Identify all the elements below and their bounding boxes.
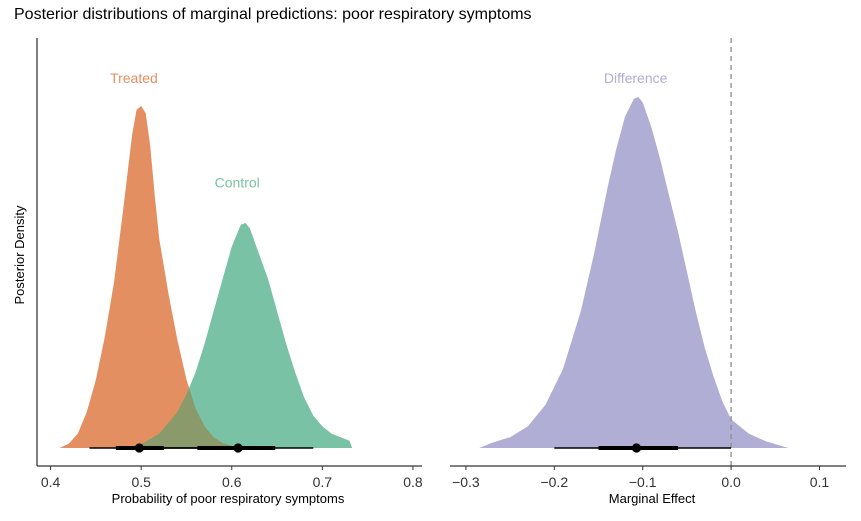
x-tick-label: 0.6: [222, 474, 242, 490]
density-area-difference: [479, 97, 789, 448]
right-panel: Difference −0.3 −0.2 −0.1 0.0 0.1: [450, 38, 846, 490]
x-tick-label: 0.0: [721, 474, 741, 490]
density-area-control: [123, 223, 353, 448]
y-axis-title: Posterior Density: [12, 205, 27, 304]
figure-title: Posterior distributions of marginal pred…: [14, 6, 532, 23]
point-estimate-control: [233, 443, 243, 453]
series-label-treated: Treated: [110, 70, 158, 86]
x-tick-label: −0.3: [452, 474, 480, 490]
x-tick-label: −0.1: [629, 474, 657, 490]
x-tick-label: 0.7: [313, 474, 333, 490]
series-label-control: Control: [215, 174, 260, 190]
x-tick-label: 0.1: [810, 474, 830, 490]
left-panel: Treated Control 0.4 0.5 0.6 0.7 0.8: [36, 38, 423, 490]
right-x-axis-title: Marginal Effect: [609, 491, 696, 506]
x-tick-label: 0.8: [403, 474, 423, 490]
x-tick-label: 0.5: [131, 474, 151, 490]
left-x-axis-title: Probability of poor respiratory symptoms: [112, 491, 345, 506]
x-tick-label: 0.4: [41, 474, 61, 490]
series-label-difference: Difference: [604, 70, 668, 86]
x-tick-label: −0.2: [540, 474, 568, 490]
point-estimate-treated: [134, 443, 144, 453]
point-estimate-difference: [631, 443, 642, 453]
density-area-treated: [59, 106, 241, 448]
